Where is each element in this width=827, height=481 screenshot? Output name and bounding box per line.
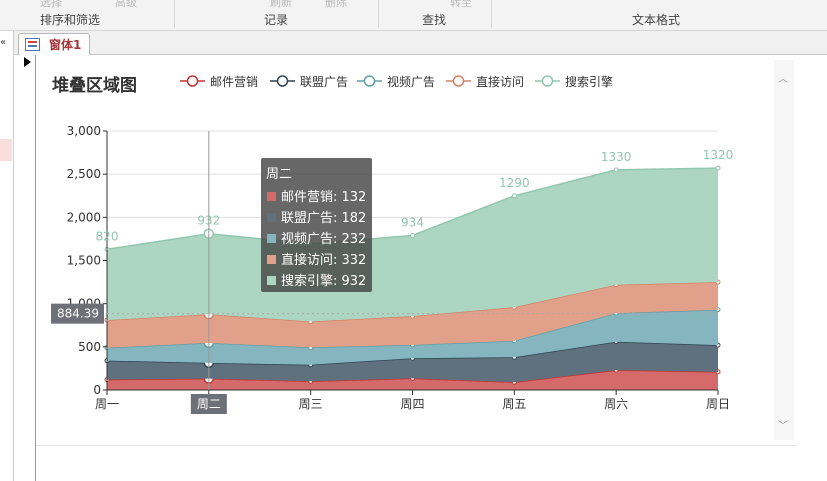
x-tick-label: 周三 [299,397,323,411]
legend-label: 联盟广告 [300,75,348,89]
legend-label: 视频广告 [387,74,435,89]
legend-marker [452,75,465,87]
tooltip-swatch [267,276,276,285]
ribbon-separator [491,0,492,28]
y-tick-label: 2,500 [67,167,101,181]
legend-marker [363,75,376,87]
y-tick-label: 0 [93,383,101,397]
crosshair-x-label: 周二 [197,397,221,411]
legend-label: 邮件营销 [210,75,258,89]
ribbon-group-find: 查找 [422,13,447,27]
crosshair-y-box [51,303,104,324]
x-tick-label: 周四 [400,397,424,411]
area-fill [107,282,718,348]
data-point [410,232,415,238]
axes: 05001,0001,5002,0002,5003,000周一周三周四周五周六周… [67,124,730,411]
tooltip-line: 联盟广告: 182 [281,211,366,226]
area-fill [107,168,718,322]
tab-label: 窗体1 [49,38,82,52]
top-value-label: 1320 [703,148,734,162]
navigation-pane[interactable]: « [0,31,14,481]
crosshair-y-label: 884.39 [57,307,99,321]
legend-label: 直接访问 [476,74,524,89]
y-tick-label: 500 [78,340,101,354]
tooltip-swatch [267,255,276,264]
top-value-label: 820 [96,229,119,243]
form-icon [25,38,40,51]
x-tick-label: 周一 [95,397,119,411]
area-fill [107,341,718,383]
x-tick-label: 周五 [502,397,526,411]
top-value-label: 934 [401,215,424,229]
ribbon-group-sort-filter: 排序和筛选 [40,13,101,27]
ribbon-faded-label: 删除 [325,0,347,9]
chevron-up-icon[interactable]: ︿ [778,74,788,85]
y-tick-label: 2,000 [67,210,101,224]
ribbon-faded-label: 选择 [40,0,62,9]
legend-marker [541,75,554,87]
tooltip-line: 邮件营销: 132 [281,190,366,205]
top-value-label: 1290 [499,176,530,190]
ribbon-group-records: 记录 [264,13,289,27]
ribbon-faded-label: 转至 [450,0,472,9]
tooltip-line: 搜索引擎: 932 [281,274,366,289]
vertical-scrollbar[interactable]: ︿ ﹀ [774,60,794,440]
x-tick-label: 周日 [706,397,730,411]
area-fill [107,309,718,365]
record-selector[interactable] [14,55,36,481]
data-point [715,165,721,171]
tooltip-swatch [267,213,276,222]
y-tick-label: 1,500 [67,254,101,268]
crosshair-x-box [190,394,227,414]
x-tick-label: 周六 [604,397,628,411]
form-bottom-line [36,445,796,446]
tooltip-swatch [267,192,276,201]
y-tick-label: 3,000 [67,124,101,138]
legend-label: 搜索引擎 [565,74,613,89]
tooltip-box [261,158,372,292]
tooltip-line: 视频广告: 232 [281,232,366,247]
ribbon-faded-label: 高级 [115,0,137,9]
ribbon-separator [378,0,379,28]
tooltip-line: 直接访问: 332 [281,252,366,268]
data-point [511,193,517,199]
data-point [613,167,619,173]
ribbon-faded-label: 刷新 [270,0,292,9]
crosshair: 884.39 周二 [51,131,718,414]
legend-marker [186,75,199,87]
top-value-label: 1330 [601,150,632,164]
area-series [104,165,721,390]
collapse-nav-icon[interactable]: « [0,37,7,48]
nav-selected-item[interactable] [0,139,12,161]
ribbon-separator [174,0,175,28]
ribbon-group-text-format: 文本格式 [632,13,681,27]
chart-title: 堆叠区域图 [52,75,137,96]
chart-legend: 邮件营销 联盟广告 视频广告 直接访问 搜索引擎 [180,74,613,89]
legend-marker [276,75,289,87]
tooltip-title: 周二 [266,167,292,182]
chevron-down-icon[interactable]: ﹀ [778,421,788,432]
ribbon: 选择 高级 刷新 删除 转至 排序和筛选 记录 查找 文本格式 [0,0,827,31]
tab-form1[interactable]: 窗体1 [18,33,90,55]
tooltip-swatch [267,234,276,243]
current-record-arrow-icon [24,57,31,67]
document-tab-strip: 窗体1 [14,31,827,55]
